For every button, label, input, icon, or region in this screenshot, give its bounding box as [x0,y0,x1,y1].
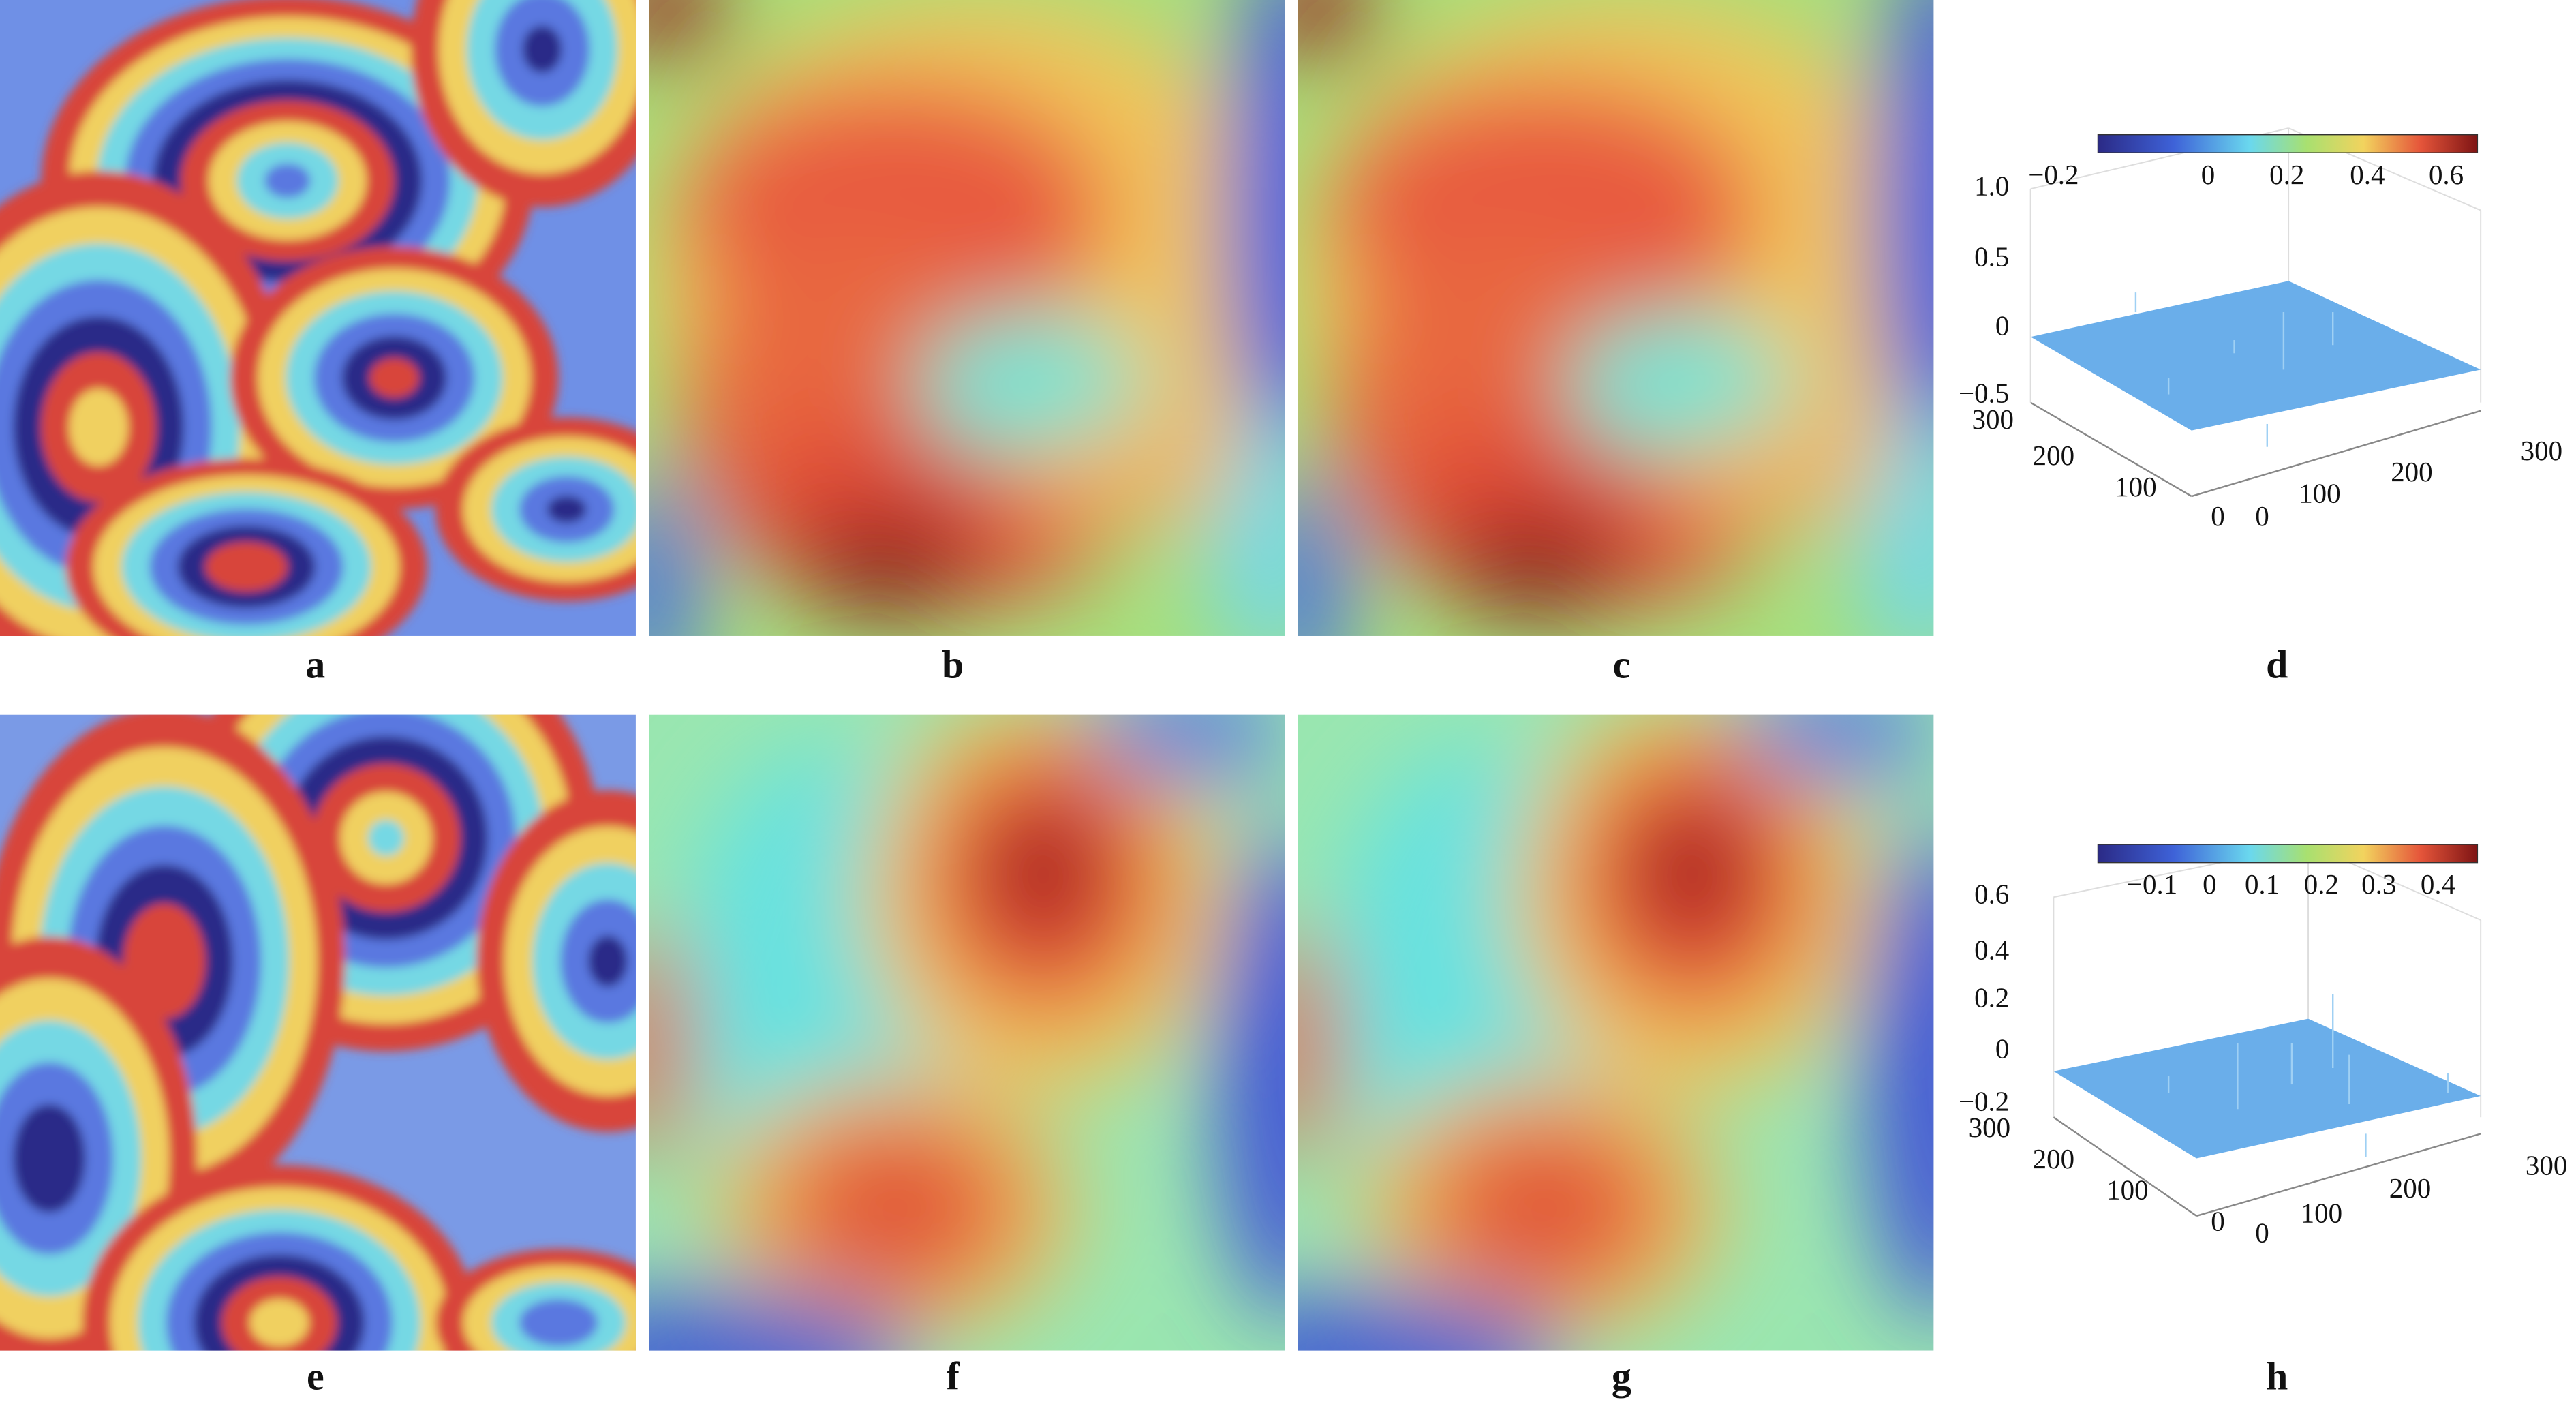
panel-label: d [2266,642,2288,686]
y-tick-label: 100 [2115,471,2156,502]
y-tick-label: 300 [1969,1112,2010,1143]
axis-line [2030,401,2192,498]
panel-label: h [2266,1354,2288,1398]
heatmap [600,0,1372,707]
panel-label: c [1613,642,1631,686]
3d-plot [2029,127,2482,498]
y-tick-label: 300 [1972,403,2013,435]
fringe-band [519,1298,598,1347]
z-tick-label: 0.5 [1974,241,2009,272]
axis-line [2053,1116,2197,1217]
z-tick-label: 0 [1995,1033,2009,1064]
fringes [0,0,636,636]
heatmap-image [1167,682,2013,1417]
x-tick-label: 0 [2255,500,2269,532]
surface-plane [2030,281,2481,431]
colorbar-tick-label: −0.2 [2028,159,2079,190]
panel-label: b [942,642,964,686]
y-tick-label: 200 [2033,440,2074,471]
fringe-band [368,819,405,856]
fringe-band [249,1298,309,1347]
colorbar-tick-label: 0 [2201,159,2215,190]
fringe-band [205,542,288,592]
colorbar-tick-label: 0.2 [2304,868,2339,900]
z-tick-label: −0.5 [1959,377,2009,408]
fringe-band [369,358,419,398]
heatmap-image [1248,0,2021,707]
fringe-band [264,163,311,198]
heatmap [1248,0,2021,707]
y-tick-label: 200 [2033,1143,2074,1174]
fringes [0,714,636,1351]
x-tick-label: 100 [2301,1197,2342,1228]
z-tick-label: 0 [1995,310,2009,341]
3d-plot [2053,844,2482,1217]
y-tick-label: 0 [2211,1205,2224,1236]
z-tick-label: 1.0 [1974,170,2009,202]
colorbar-tick-label: −0.1 [2127,868,2177,900]
colorbar-tick-label: 0.3 [2361,868,2396,900]
axis-line [2196,1133,2481,1217]
panel-label: e [307,1354,324,1398]
panel-label: g [1612,1354,1631,1398]
x-tick-label: 0 [2255,1217,2269,1248]
heatmap [517,682,1364,1417]
colorbar-tick-label: 0.6 [2429,159,2464,190]
colorbar-tick-label: 0.4 [2421,868,2455,900]
x-tick-label: 200 [2391,456,2432,487]
fringe-band [13,1104,86,1213]
heatmap [1167,682,2013,1417]
colorbar-tick-label: 0 [2203,868,2216,900]
z-tick-label: 0.6 [1974,879,2009,910]
colorbar [2097,844,2479,864]
panel-label: a [305,642,325,686]
fringe-band [588,935,628,987]
y-tick-label: 0 [2211,500,2224,532]
x-tick-label: 300 [2526,1149,2567,1180]
z-tick-label: 0.4 [1974,934,2009,966]
fringe-image [0,0,636,636]
panel-label: f [947,1354,960,1398]
z-tick-label: −0.2 [1959,1085,2009,1116]
x-tick-label: 100 [2299,477,2340,508]
colorbar-tick-label: 0.4 [2350,159,2385,190]
x-tick-label: 300 [2521,435,2562,466]
x-tick-label: 200 [2389,1172,2431,1204]
y-tick-label: 100 [2106,1174,2148,1206]
colorbar-tick-label: 0.1 [2245,868,2280,900]
fringe-band [547,496,587,523]
texts: a b c de f g h−0.2 0 0.2 0.4 0.61.00.50−0.53002001… [305,159,2567,1399]
fringe-band [69,388,129,466]
heatmap-image [600,0,1372,707]
panels [0,0,2482,1417]
z-tick-label: 0.2 [1974,982,2009,1014]
axis-line [2191,410,2481,498]
colorbar-tick-label: 0.2 [2269,159,2304,190]
fringe-image [0,714,636,1351]
colorbar [2097,134,2479,153]
fringe-band [522,25,562,74]
surface-plane [2053,1018,2481,1159]
heatmap-image [517,682,1364,1417]
